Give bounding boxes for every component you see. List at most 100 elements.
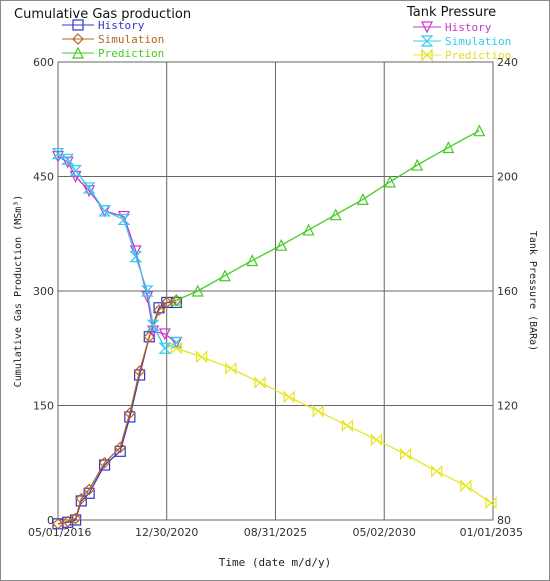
- data-point: [61, 153, 75, 165]
- series-history-right: [52, 150, 183, 349]
- legend-pressure-prediction-marker: [421, 48, 433, 62]
- data-point: [275, 238, 288, 251]
- data-point: [153, 304, 165, 316]
- data-point: [341, 419, 353, 432]
- data-point: [82, 182, 96, 194]
- data-point: [146, 319, 160, 331]
- series-history-left: [52, 296, 183, 530]
- data-point: [170, 293, 183, 306]
- data-point: [225, 361, 237, 375]
- data-point: [312, 404, 324, 418]
- x-axis-label: Time (date m/d/y): [219, 556, 332, 569]
- data-point: [399, 447, 412, 461]
- series-prediction-right: [170, 341, 497, 510]
- data-point: [158, 328, 171, 341]
- x-tick-label: 05/02/2030: [353, 526, 416, 539]
- data-point: [411, 158, 424, 171]
- y-right-tick-label: 80: [497, 514, 511, 527]
- legend-pressure-history-marker: [421, 21, 433, 34]
- data-point: [302, 223, 315, 236]
- data-point: [114, 441, 127, 454]
- series-line: [57, 301, 177, 525]
- data-point: [442, 141, 455, 154]
- data-point: [69, 165, 83, 177]
- data-point: [61, 515, 74, 528]
- data-point: [140, 285, 154, 297]
- legend-history-label: History: [98, 19, 145, 32]
- legend-left: History Simulation Prediction: [62, 19, 164, 60]
- data-point: [246, 254, 259, 267]
- data-point: [460, 479, 472, 493]
- data-point: [158, 342, 172, 354]
- data-point: [123, 407, 136, 419]
- legend-pressure-prediction-label: Prediction: [445, 49, 511, 62]
- grid: [57, 61, 494, 521]
- data-point: [431, 464, 443, 478]
- data-point: [191, 284, 204, 297]
- data-point: [170, 341, 183, 355]
- data-point: [98, 456, 111, 469]
- legend-pressure-simulation-label: Simulation: [445, 35, 511, 48]
- y-axis-left: 0 150 300 450 600: [33, 56, 54, 527]
- data-point: [98, 459, 111, 471]
- data-point: [133, 365, 146, 377]
- legend-prediction-label: Prediction: [98, 47, 164, 60]
- x-tick-label: 12/30/2020: [135, 526, 198, 539]
- y-right-tick-label: 200: [497, 171, 518, 184]
- data-point: [473, 124, 486, 137]
- data-point: [75, 492, 88, 505]
- series-simulation-right: [51, 148, 183, 354]
- y-axis-right-label: Tank Pressure (BARa): [527, 231, 538, 351]
- data-point: [254, 376, 266, 390]
- legend-history-marker: [72, 19, 84, 31]
- series-line: [57, 153, 177, 350]
- legend-simulation-label: Simulation: [98, 33, 164, 46]
- y-right-tick-label: 240: [497, 56, 518, 69]
- data-point: [160, 296, 173, 309]
- legend-pressure-simulation-marker: [420, 35, 434, 47]
- series-line: [176, 347, 492, 504]
- data-point: [129, 245, 142, 258]
- y-left-tick-label: 300: [33, 285, 54, 298]
- data-point: [129, 251, 143, 263]
- legend-right: History Simulation Prediction: [413, 21, 511, 62]
- left-panel-title: Cumulative Gas production: [14, 7, 191, 22]
- data-point: [283, 390, 295, 404]
- x-axis: 05/01/2016 12/30/2020 08/31/2025 05/02/2030…: [28, 526, 523, 539]
- y-left-tick-label: 600: [33, 56, 54, 69]
- data-point: [218, 269, 231, 282]
- x-tick-label: 01/01/2035: [460, 526, 523, 539]
- data-point: [356, 193, 369, 205]
- data-point: [329, 208, 342, 221]
- x-tick-label: 08/31/2025: [244, 526, 307, 539]
- y-right-tick-label: 160: [497, 285, 518, 298]
- data-point: [52, 517, 64, 530]
- y-left-tick-label: 150: [33, 400, 54, 413]
- data-point: [384, 175, 397, 188]
- legend-prediction-marker: [72, 46, 84, 59]
- series-line: [176, 130, 480, 301]
- data-point: [98, 205, 112, 217]
- y-right-tick-label: 120: [497, 400, 518, 413]
- right-panel-title: Tank Pressure: [406, 5, 496, 20]
- data-point: [117, 213, 131, 226]
- series-layer: [51, 124, 497, 530]
- data-point: [485, 496, 497, 510]
- series-line: [57, 299, 177, 525]
- data-point: [196, 350, 208, 364]
- legend-simulation-marker: [72, 33, 84, 45]
- y-axis-right: 80 120 160 200 240: [497, 56, 518, 527]
- data-point: [370, 433, 383, 447]
- y-axis-left-label: Cumulative Gas Production (MSm³): [13, 195, 24, 388]
- y-left-tick-label: 450: [33, 171, 54, 184]
- data-point: [75, 495, 87, 507]
- data-point: [69, 512, 82, 525]
- series-simulation-left: [52, 294, 183, 530]
- data-point: [170, 336, 183, 349]
- x-tick-label: 05/01/2016: [28, 526, 91, 539]
- data-point: [83, 483, 95, 496]
- data-point: [51, 148, 65, 160]
- series-prediction-left: [170, 124, 486, 306]
- y-left-tick-label: 0: [47, 514, 54, 527]
